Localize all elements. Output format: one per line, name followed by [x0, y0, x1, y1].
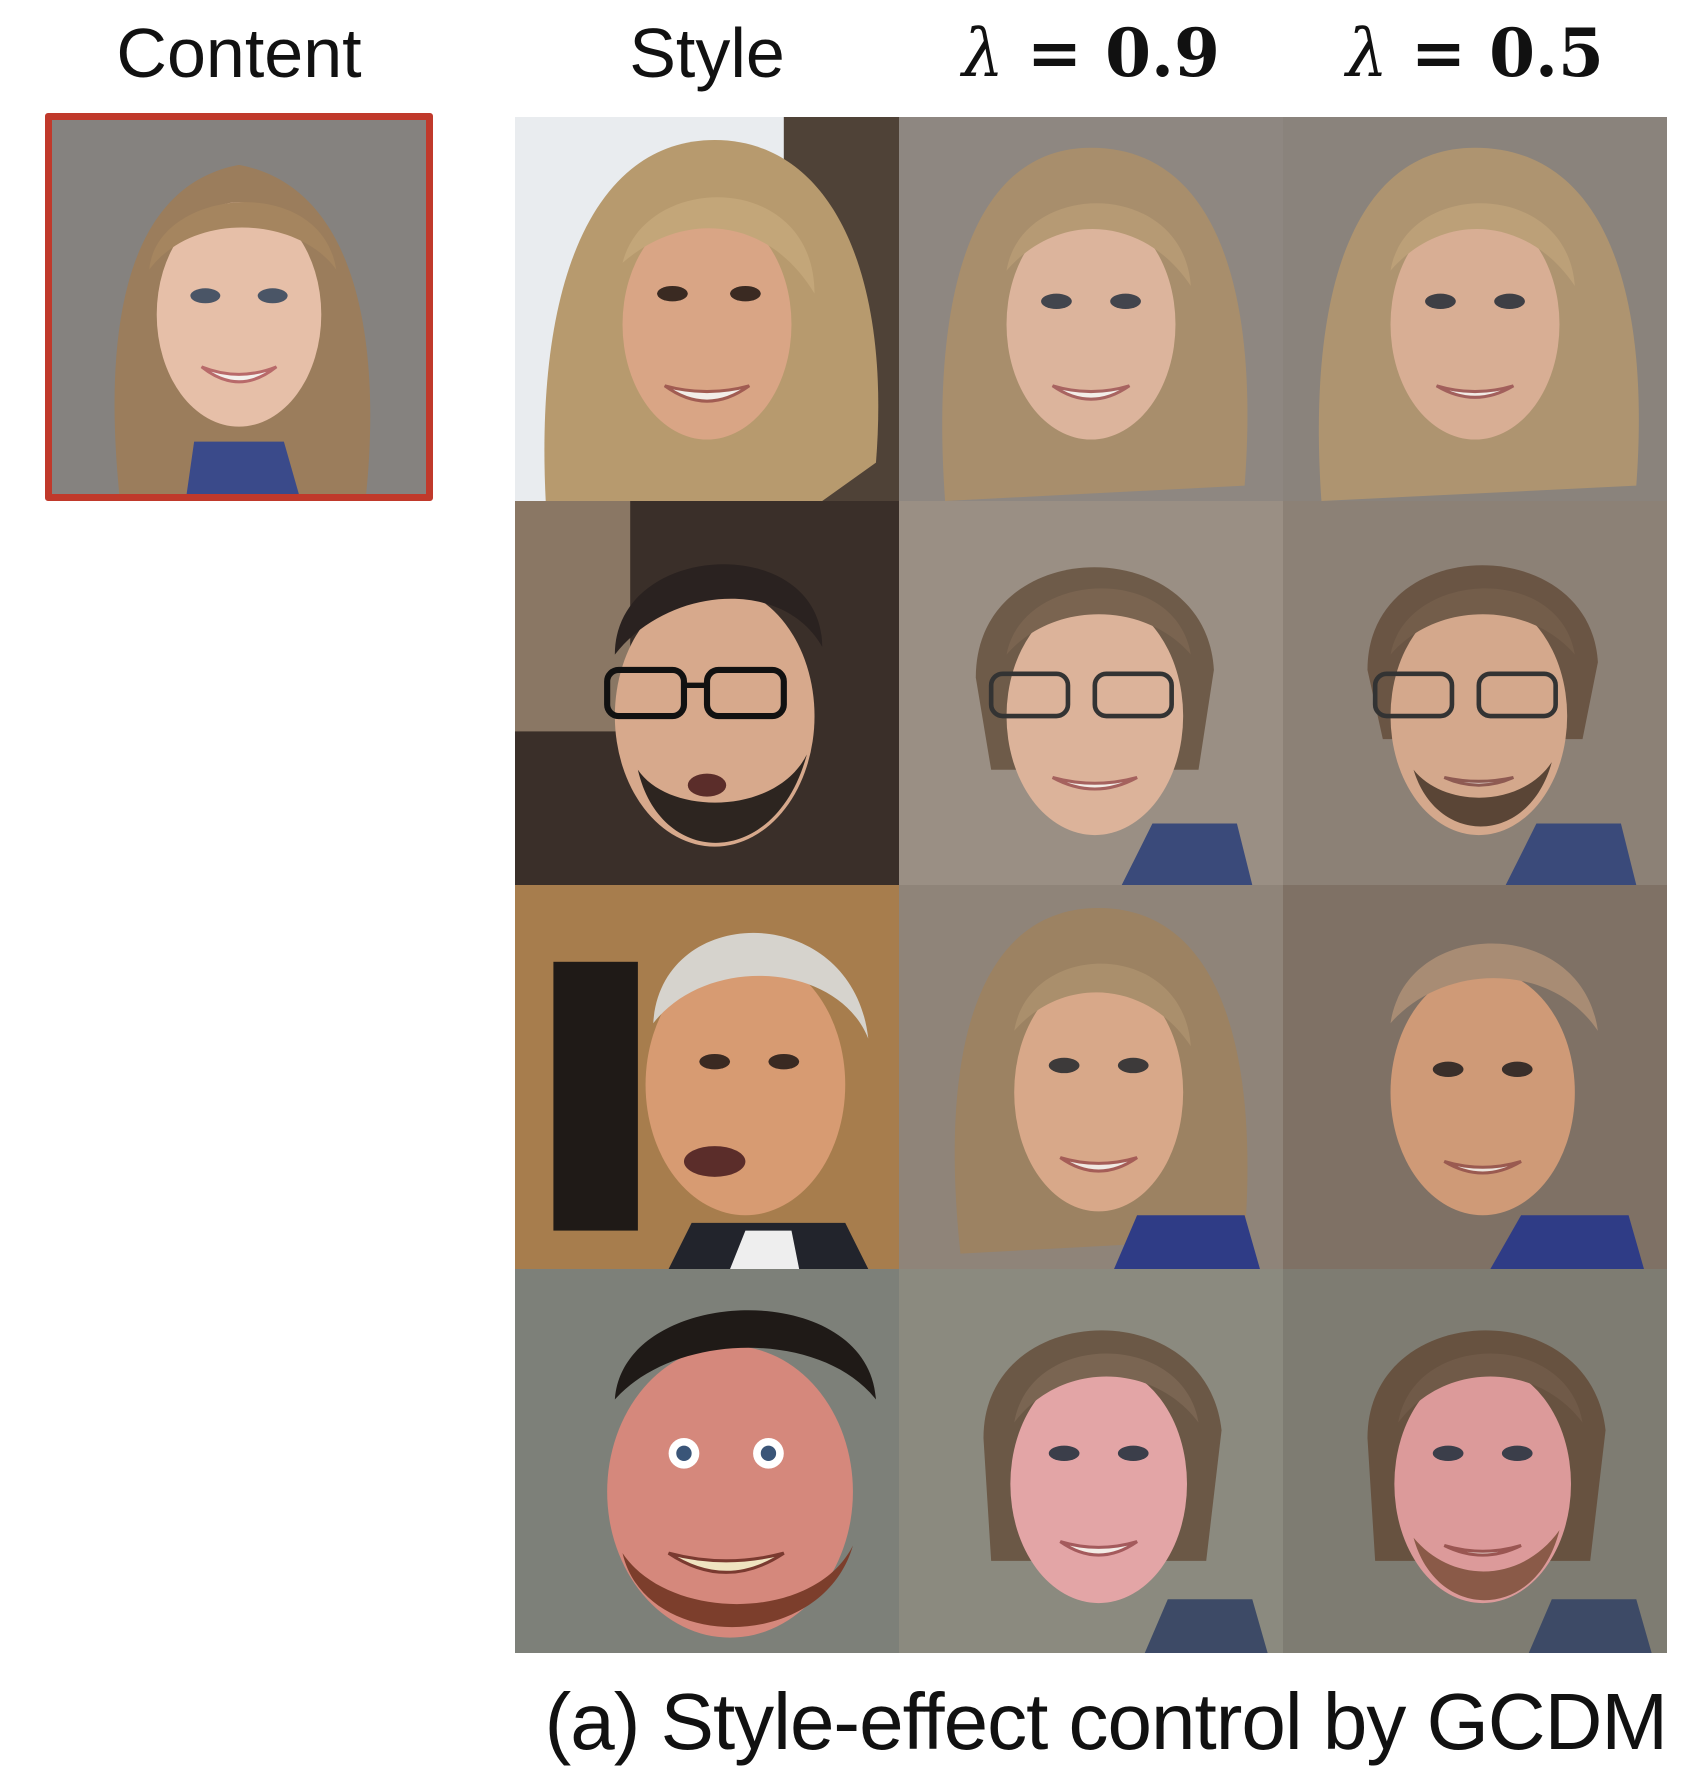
header-lambda-0-9: λ = 0.9	[899, 8, 1283, 98]
blended-glasses-photo	[899, 501, 1283, 885]
lambda-symbol: λ	[962, 15, 1004, 92]
style-image-row-4	[515, 1269, 899, 1653]
blended-glasses-beard-photo	[1283, 501, 1667, 885]
blended-older-woman-photo	[899, 885, 1283, 1269]
older-man-gray-hair-photo	[515, 885, 899, 1269]
style-image-row-1	[515, 117, 899, 501]
result-lambda-0-9-row-4	[899, 1269, 1283, 1653]
result-grid	[515, 117, 1667, 1653]
blended-woman-bob-photo	[1283, 117, 1667, 501]
result-lambda-0-5-row-1	[1283, 117, 1667, 501]
content-image-frame	[45, 113, 433, 501]
style-image-row-2	[515, 501, 899, 885]
style-image-row-3	[515, 885, 899, 1269]
figure-caption: (a) Style-effect control by GCDM	[544, 1677, 1668, 1766]
lambda-symbol: λ	[1346, 15, 1388, 92]
result-lambda-0-9-row-1	[899, 117, 1283, 501]
result-lambda-0-9-row-2	[899, 501, 1283, 885]
header-lambda-0-5: λ = 0.5	[1283, 8, 1667, 98]
man-glasses-beard-photo	[515, 501, 899, 885]
header-content: Content	[116, 14, 362, 92]
result-lambda-0-5-row-2	[1283, 501, 1667, 885]
man-wide-eyes-beard-photo	[515, 1269, 899, 1653]
blended-older-man-photo	[1283, 885, 1667, 1269]
lambda-value: = 0.5	[1410, 14, 1604, 92]
blended-pink-beard-photo	[1283, 1269, 1667, 1653]
blended-woman-bob-photo	[899, 117, 1283, 501]
result-lambda-0-9-row-3	[899, 885, 1283, 1269]
result-lambda-0-5-row-3	[1283, 885, 1667, 1269]
blended-pink-face-photo	[899, 1269, 1283, 1653]
header-style: Style	[629, 14, 785, 92]
lambda-value: = 0.9	[1026, 14, 1220, 92]
blonde-bob-woman-photo	[515, 117, 899, 501]
content-girl-photo	[52, 120, 426, 494]
result-lambda-0-5-row-4	[1283, 1269, 1667, 1653]
